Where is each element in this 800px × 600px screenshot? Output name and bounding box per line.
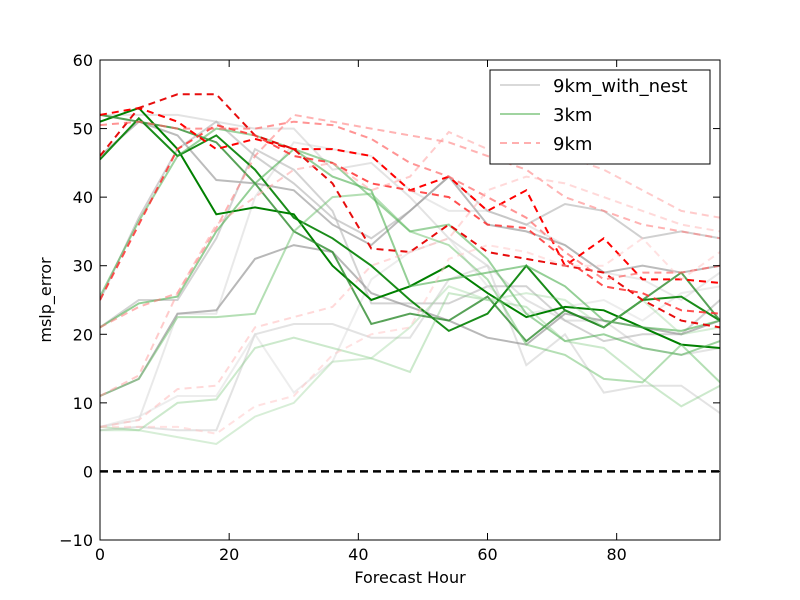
series-line-9km-20 [100,113,720,329]
x-tick-label: 40 [348,545,368,564]
y-tick-label: 0 [83,462,93,481]
legend: 9km_with_nest 3km 9km [489,69,711,165]
series-line-9km-21 [100,130,720,397]
y-tick-label: 30 [73,257,93,276]
series-line-9km_with_nest-0 [100,113,720,356]
x-tick-label: 60 [477,545,497,564]
series-line-3km-14 [100,291,720,432]
series-line-9km_with_nest-7 [100,237,720,428]
y-tick-label: −10 [59,531,93,550]
series-line-3km-15 [100,285,720,446]
legend-label-3km: 3km [553,105,592,126]
y-axis-label: mslp_error [36,257,56,343]
series-line-9km_with_nest-5 [100,264,720,432]
series-line-9km_with_nest-3 [100,120,720,274]
series-line-3km-11 [100,147,720,332]
legend-items: 9km_with_nest 3km 9km [500,76,688,155]
legend-label-9km: 9km [553,134,592,155]
y-tick-label: 40 [73,188,93,207]
legend-box [489,69,711,165]
series-line-9km-22 [100,175,720,428]
x-tick-label: 80 [606,545,626,564]
x-tick-label: 0 [95,545,105,564]
x-axis-label: Forecast Hour [354,568,466,587]
series-line-3km-13 [100,192,720,397]
x-tick-label: 20 [219,545,239,564]
series-line-9km-18 [100,124,720,315]
y-tick-label: 20 [73,325,93,344]
y-tick-label: 50 [73,120,93,139]
plot-frame [99,59,721,541]
y-tick-label: 10 [73,394,93,413]
y-tick-label: 60 [73,51,93,70]
legend-label-9km_with_nest: 9km_with_nest [553,76,688,97]
series-layer [100,93,720,446]
